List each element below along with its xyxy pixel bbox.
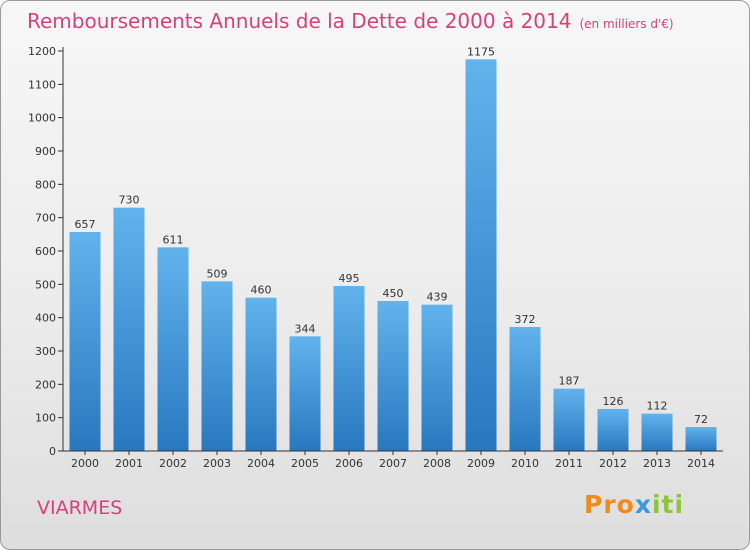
bar-value-label: 495: [339, 272, 360, 285]
proxiti-logo: Proxiti: [584, 490, 684, 519]
chart-title: Remboursements Annuels de la Dette de 20…: [27, 9, 674, 33]
bar: [201, 281, 233, 451]
bar-value-label: 1175: [467, 45, 495, 58]
x-tick-label: 2013: [643, 457, 671, 470]
bar: [69, 232, 101, 451]
x-tick-label: 2006: [335, 457, 363, 470]
bar-value-label: 460: [251, 284, 272, 297]
x-tick-label: 2004: [247, 457, 275, 470]
x-axis: 2000 2001 2002 2003 2004 2005 2006 2007 2008 2009…: [63, 450, 723, 470]
bar: [377, 301, 409, 451]
bars: 657 730 611 509 460 344 495 450 439 1175 372 187 126…: [69, 45, 717, 451]
x-tick-label: 2001: [115, 457, 143, 470]
y-tick-label: 300: [35, 345, 56, 358]
y-tick-label: 100: [35, 412, 56, 425]
x-tick-label: 2002: [159, 457, 187, 470]
x-tick-label: 2012: [599, 457, 627, 470]
y-tick-label: 1000: [28, 112, 56, 125]
y-axis: 0 100 200 300 400 500 600 700 800 900 1000 1100 1200: [28, 45, 64, 458]
chart-title-text: Remboursements Annuels de la Dette de 20…: [27, 9, 572, 33]
bar: [465, 59, 497, 451]
bar-value-label: 187: [559, 375, 580, 388]
bar-value-label: 72: [694, 413, 708, 426]
bar-value-label: 611: [163, 233, 184, 246]
y-tick-label: 900: [35, 145, 56, 158]
bar-value-label: 657: [75, 218, 96, 231]
x-tick-label: 2005: [291, 457, 319, 470]
y-tick-label: 700: [35, 212, 56, 225]
bar-value-label: 730: [119, 194, 140, 207]
logo-part-1: Pro: [584, 490, 635, 519]
bar: [245, 297, 277, 451]
x-tick-label: 2000: [71, 457, 99, 470]
x-tick-label: 2007: [379, 457, 407, 470]
place-name: VIARMES: [37, 497, 123, 519]
x-tick-label: 2003: [203, 457, 231, 470]
bar: [113, 207, 145, 451]
bar-value-label: 112: [647, 400, 668, 413]
logo-part-2: x: [634, 490, 652, 519]
y-tick-label: 400: [35, 312, 56, 325]
x-tick-label: 2014: [687, 457, 715, 470]
bar-value-label: 126: [603, 395, 624, 408]
bar: [289, 336, 321, 451]
y-tick-label: 1200: [28, 45, 56, 58]
bar-value-label: 439: [427, 291, 448, 304]
chart-unit: (en milliers d'€): [579, 17, 674, 31]
bar-value-label: 344: [295, 322, 316, 335]
logo-part-3: iti: [651, 490, 685, 519]
y-tick-label: 1100: [28, 78, 56, 91]
bar: [509, 327, 541, 451]
bar: [421, 304, 453, 451]
bar-chart: 0 100 200 300 400 500 600 700 800 900 1000 1100 1200…: [28, 45, 723, 470]
y-tick-label: 200: [35, 378, 56, 391]
bar: [553, 388, 585, 451]
bar-value-label: 450: [383, 287, 404, 300]
x-tick-label: 2011: [555, 457, 583, 470]
y-tick-label: 500: [35, 278, 56, 291]
bar: [157, 247, 189, 451]
y-tick-label: 800: [35, 178, 56, 191]
bar-value-label: 509: [207, 267, 228, 280]
x-tick-label: 2010: [511, 457, 539, 470]
bar: [597, 409, 629, 451]
x-tick-label: 2009: [467, 457, 495, 470]
bar: [333, 286, 365, 451]
y-tick-label: 0: [49, 445, 56, 458]
x-tick-label: 2008: [423, 457, 451, 470]
y-tick-label: 600: [35, 245, 56, 258]
bar-value-label: 372: [515, 313, 536, 326]
bar: [641, 413, 673, 451]
bar: [685, 427, 717, 451]
